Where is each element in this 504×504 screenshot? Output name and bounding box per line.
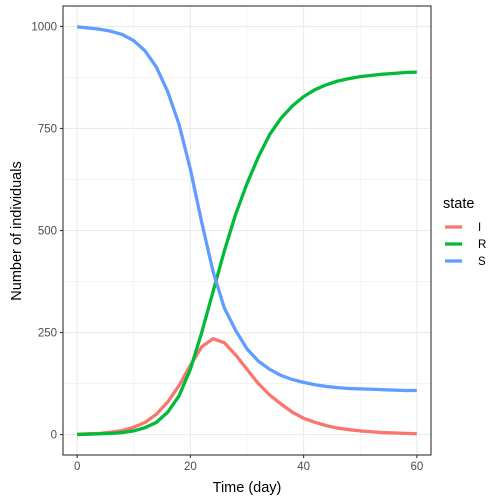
x-axis: 0 20 40 60 <box>74 455 423 473</box>
series-line-s <box>76 25 417 393</box>
x-tick-label: 60 <box>410 461 423 473</box>
y-tick-label: 0 <box>51 430 57 442</box>
y-axis-title: Number of individuals <box>9 161 25 300</box>
grid-major <box>63 6 431 455</box>
series-line-r <box>77 70 417 437</box>
series-lines <box>76 25 417 437</box>
y-tick-label: 500 <box>38 226 57 238</box>
x-tick-label: 20 <box>184 461 197 473</box>
series-line-i <box>77 337 417 436</box>
legend-label-i: I <box>478 222 481 234</box>
legend: state IRS <box>443 196 486 268</box>
y-tick-label: 1000 <box>31 21 57 33</box>
y-axis: 0 250 500 750 1000 <box>31 21 63 442</box>
legend-label-r: R <box>478 239 486 251</box>
y-tick-label: 250 <box>38 328 57 340</box>
x-axis-title: Time (day) <box>213 480 282 496</box>
legend-title: state <box>443 196 474 212</box>
y-tick-label: 750 <box>38 123 57 135</box>
x-tick-label: 0 <box>74 461 80 473</box>
plot-panel <box>62 5 432 456</box>
x-tick-label: 40 <box>297 461 310 473</box>
legend-label-s: S <box>478 256 486 268</box>
